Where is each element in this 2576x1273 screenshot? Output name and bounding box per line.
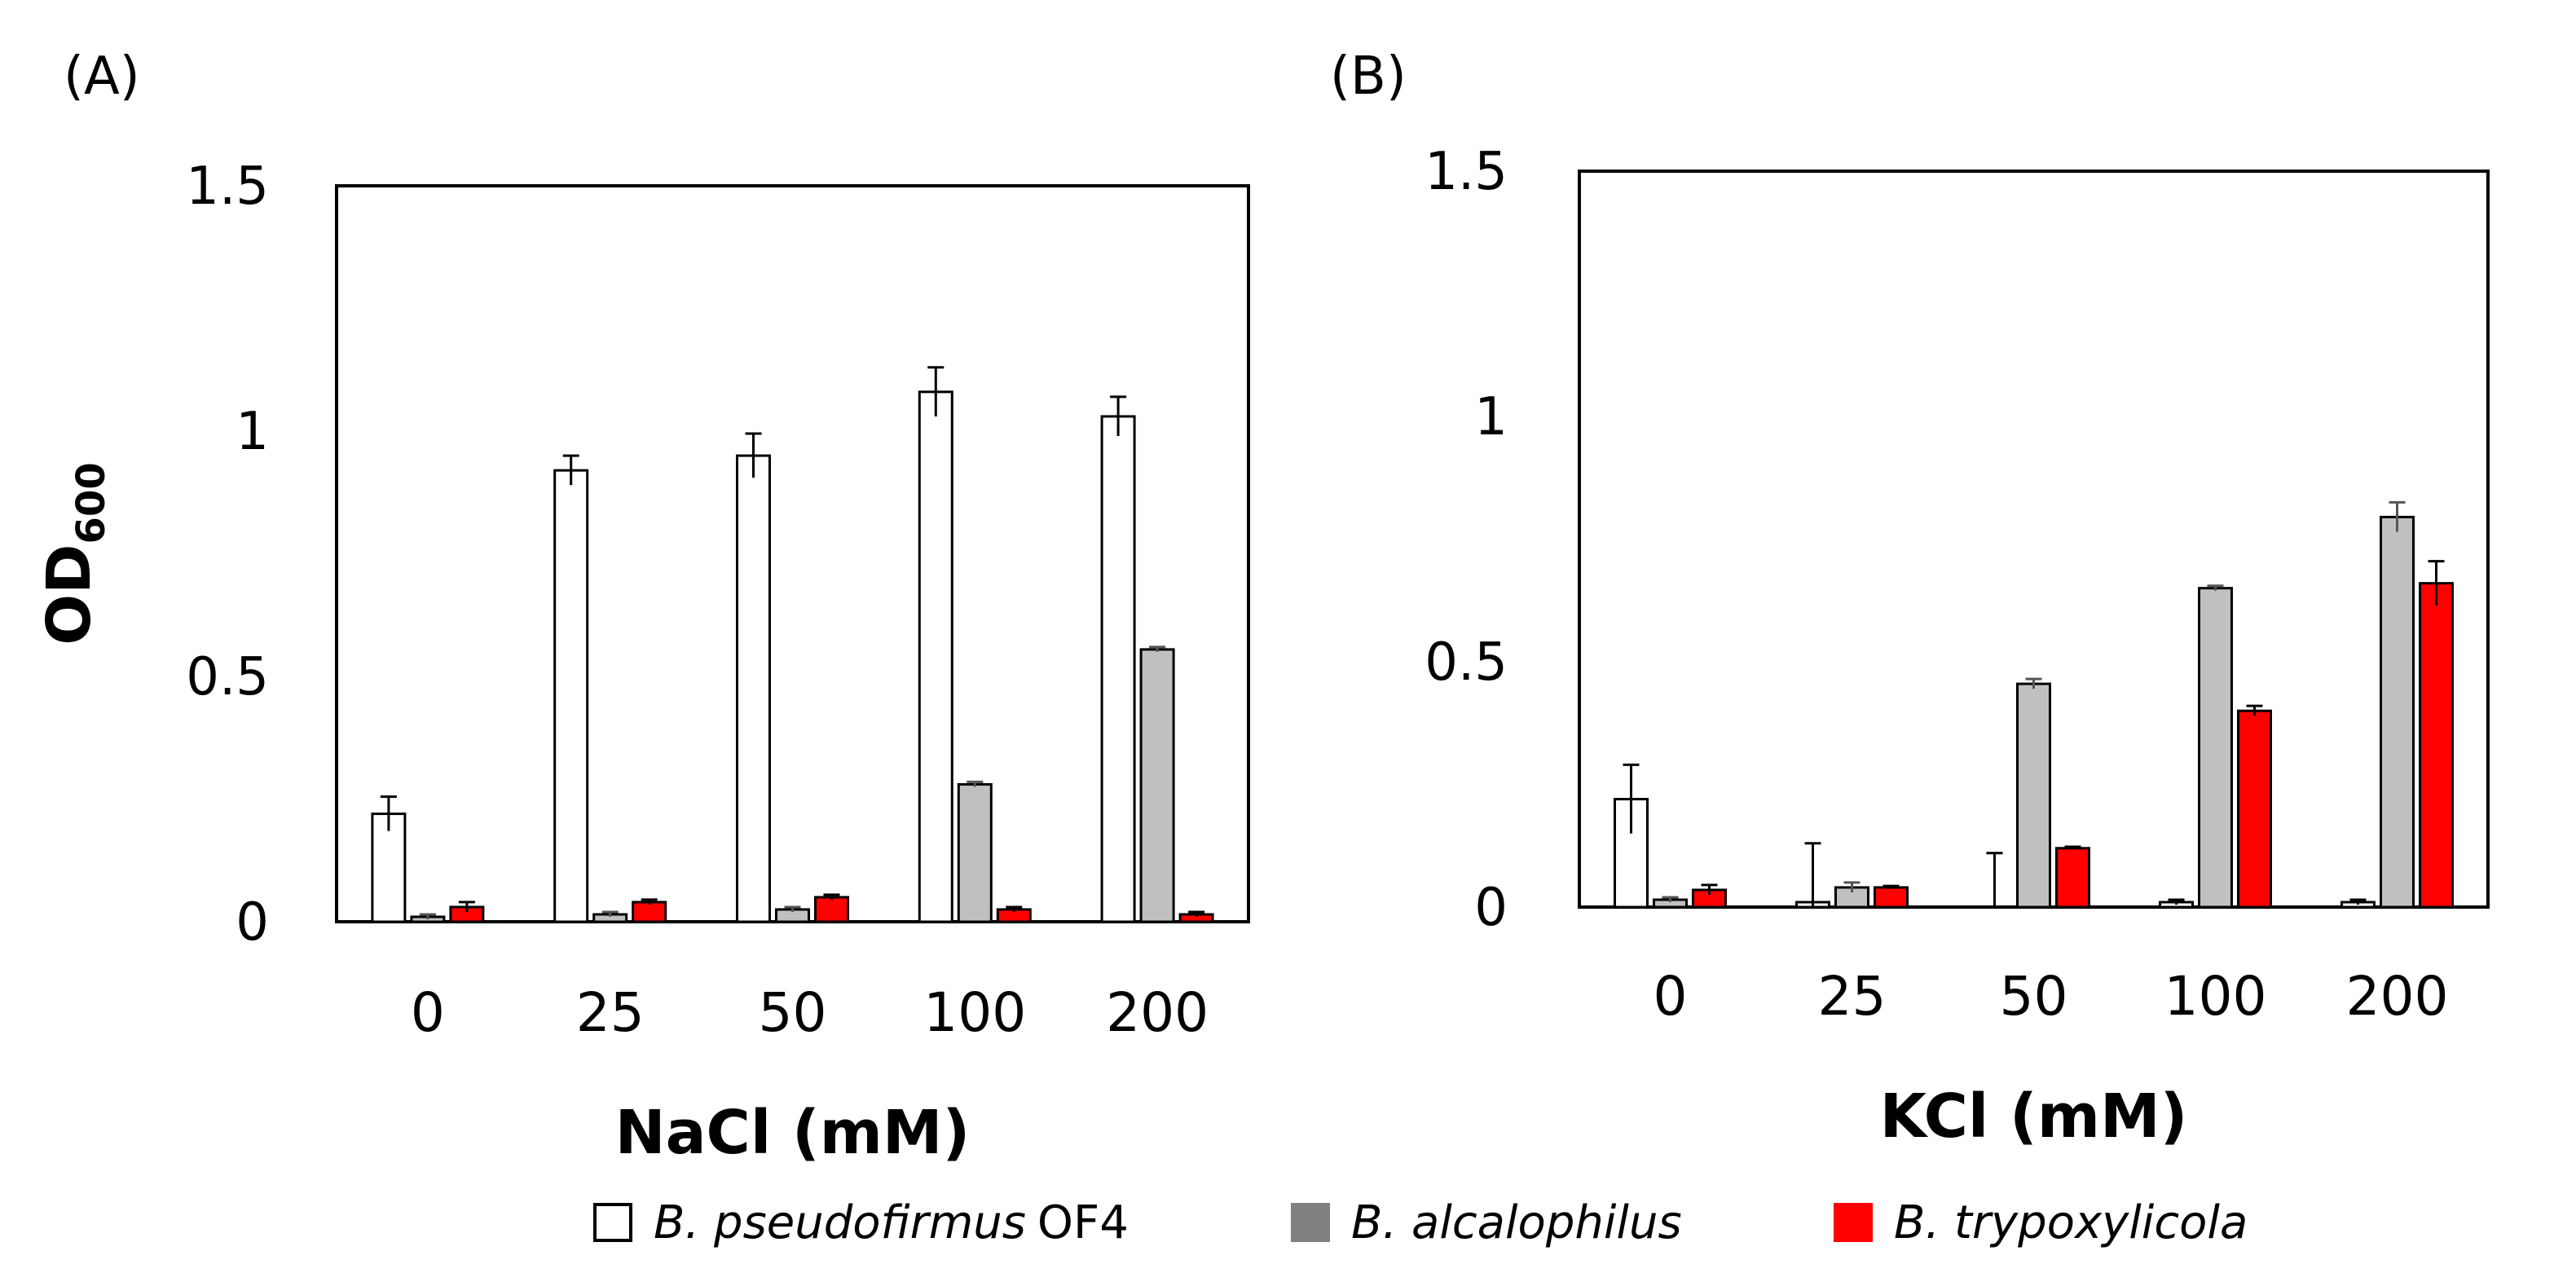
x-tick-label: 200	[2346, 965, 2449, 1028]
y-axis-label-subscript: 600	[68, 462, 114, 544]
x-axis-label: KCl (mM)	[1880, 1081, 2188, 1152]
bar-b-trypoxylicola	[2419, 582, 2454, 909]
y-tick-label: 0.5	[1425, 632, 1508, 693]
y-tick-label: 0.5	[186, 647, 269, 707]
legend-label: B. pseudofirmus	[654, 1196, 1026, 1249]
bar-b-trypoxylicola	[2055, 847, 2090, 909]
x-tick-label: 100	[2164, 965, 2267, 1028]
legend-label: B. alcalophilus	[1351, 1196, 1682, 1249]
x-tick-label: 0	[411, 981, 445, 1044]
legend-swatch-red	[1834, 1203, 1873, 1242]
y-tick-label: 0	[236, 892, 269, 953]
bar-b-alcalophilus	[2016, 682, 2051, 909]
x-tick-label: 100	[923, 981, 1026, 1044]
y-tick-label: 0	[1474, 878, 1508, 938]
legend-swatch-gray	[1291, 1203, 1330, 1242]
bar-b-trypoxylicola	[2237, 709, 2272, 909]
y-tick-label: 1.5	[186, 156, 269, 217]
x-tick-label: 0	[1653, 965, 1688, 1028]
legend-label: B. trypoxylicola	[1894, 1196, 2248, 1249]
x-tick-label: 50	[2000, 965, 2068, 1028]
x-axis-label: NaCl (mM)	[615, 1098, 971, 1168]
legend-swatch-white	[593, 1203, 632, 1242]
legend-item-pseudofirmus: B. pseudofirmus OF4	[593, 1196, 1129, 1249]
panel-label-b: (B)	[1330, 46, 1407, 107]
bar-b-alcalophilus	[2198, 587, 2233, 909]
x-tick-label: 25	[576, 981, 645, 1044]
legend-item-trypoxylicola: B. trypoxylicola	[1834, 1196, 2248, 1249]
chart-kcl: 0 0.5 1 1.5 0 25 50 100 200 KCl (mM)	[1425, 142, 2490, 1152]
y-axis-label: OD600	[34, 462, 114, 645]
x-tick-label: 50	[759, 981, 827, 1044]
bar-b-pseudofirmus-of4	[1100, 415, 1136, 923]
x-tick-label: 25	[1818, 965, 1887, 1028]
x-tick-label: 200	[1106, 981, 1209, 1044]
y-tick-label: 1	[236, 402, 269, 462]
bar-b-trypoxylicola	[1874, 886, 1909, 909]
bar-b-alcalophilus	[1139, 648, 1175, 923]
y-axis-label-main: OD	[34, 544, 104, 645]
y-tick-label: 1	[1474, 387, 1508, 447]
panel-label-a: (A)	[64, 46, 140, 107]
bar-b-alcalophilus	[2380, 515, 2415, 909]
chart-nacl: 0 0.5 1 1.5 0 25 50 100 200 NaCl (mM) OD600	[34, 156, 1250, 1168]
bar-b-pseudofirmus-of4	[918, 390, 953, 923]
bar-b-pseudofirmus-of4	[553, 469, 589, 923]
legend-label-suffix: OF4	[1037, 1196, 1129, 1249]
bar-b-trypoxylicola	[632, 901, 667, 923]
bar-b-alcalophilus	[957, 782, 993, 923]
bar-b-trypoxylicola	[814, 896, 849, 923]
bar-b-pseudofirmus-of4	[736, 454, 771, 923]
y-tick-label: 1.5	[1425, 142, 1508, 202]
legend-item-alcalophilus: B. alcalophilus	[1291, 1196, 1682, 1249]
